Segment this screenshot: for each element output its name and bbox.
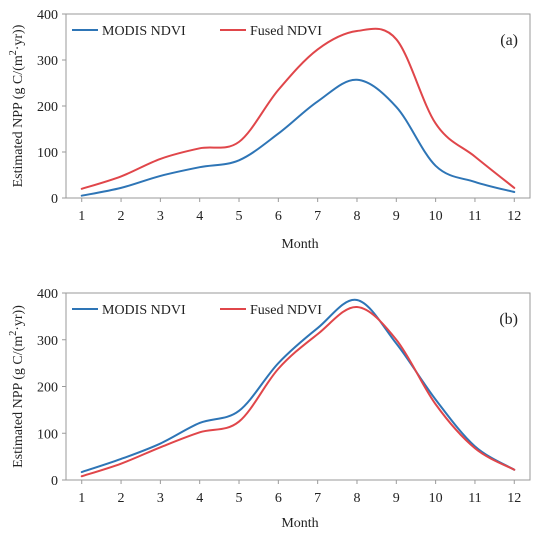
- y-axis-label-text: Estimated NPP (g C/(m: [11, 55, 26, 187]
- x-tick-label: 8: [353, 491, 360, 506]
- x-tick-label: 12: [507, 209, 521, 224]
- y-tick-label: 400: [37, 287, 58, 302]
- y-axis-label-text: ·yr)): [11, 305, 26, 331]
- x-tick-label: 7: [314, 491, 321, 506]
- x-tick-label: 2: [118, 491, 125, 506]
- y-axis-label-text: Estimated NPP (g C/(m: [11, 336, 26, 468]
- series-line-fused-ndvi: [80, 27, 516, 190]
- x-tick-label: 6: [275, 209, 282, 224]
- x-tick-label: 4: [196, 209, 203, 224]
- y-tick-label: 300: [37, 334, 58, 349]
- y-tick-label: 400: [37, 8, 58, 23]
- y-axis-label: Estimated NPP (g C/(m2·yr)): [8, 24, 26, 187]
- series-line-modis-ndvi: [80, 78, 516, 197]
- x-tick-label: 9: [393, 491, 400, 506]
- y-tick-label: 100: [37, 427, 58, 442]
- x-tick-label: 1: [78, 209, 85, 224]
- x-tick-label: 5: [236, 209, 243, 224]
- y-axis-label-superscript: 2: [8, 331, 19, 336]
- y-tick-label: 0: [51, 192, 58, 207]
- legend-item: Fused NDVI: [220, 303, 322, 318]
- plot-frame: [65, 292, 531, 481]
- y-tick-label: 0: [51, 474, 58, 489]
- y-tick-label: 200: [37, 381, 58, 396]
- x-tick-label: 4: [196, 491, 203, 506]
- y-tick-label: 200: [37, 100, 58, 115]
- y-axis-label-text: ·yr)): [11, 24, 26, 50]
- x-tick-label: 3: [157, 491, 164, 506]
- x-tick-label: 11: [468, 209, 481, 224]
- y-axis-label: Estimated NPP (g C/(m2·yr)): [8, 305, 26, 468]
- y-tick-label: 300: [37, 54, 58, 69]
- x-tick-label: 11: [468, 491, 481, 506]
- x-tick-label: 1: [78, 491, 85, 506]
- x-tick-label: 5: [236, 491, 243, 506]
- x-tick-label: 7: [314, 209, 321, 224]
- x-tick-label: 8: [353, 209, 360, 224]
- y-tick-label: 100: [37, 146, 58, 161]
- legend-label: Fused NDVI: [250, 303, 322, 318]
- panel-label: (a): [500, 32, 518, 49]
- x-tick-label: 10: [429, 491, 443, 506]
- panel-label: (b): [499, 311, 518, 328]
- x-tick-label: 10: [429, 209, 443, 224]
- x-tick-label: 6: [275, 491, 282, 506]
- legend-label: Fused NDVI: [250, 24, 322, 39]
- x-tick-label: 3: [157, 209, 164, 224]
- legend-item: MODIS NDVI: [72, 24, 186, 39]
- x-axis-label: Month: [281, 237, 318, 252]
- x-tick-label: 12: [507, 491, 521, 506]
- series-line-modis-ndvi: [80, 299, 516, 474]
- x-axis-label: Month: [281, 516, 318, 531]
- series-line-fused-ndvi: [80, 306, 516, 478]
- y-axis-label-superscript: 2: [8, 50, 19, 55]
- legend-label: MODIS NDVI: [102, 303, 186, 318]
- legend-item: MODIS NDVI: [72, 303, 186, 318]
- x-tick-label: 2: [118, 209, 125, 224]
- legend-item: Fused NDVI: [220, 24, 322, 39]
- x-tick-label: 9: [393, 209, 400, 224]
- legend-label: MODIS NDVI: [102, 24, 186, 39]
